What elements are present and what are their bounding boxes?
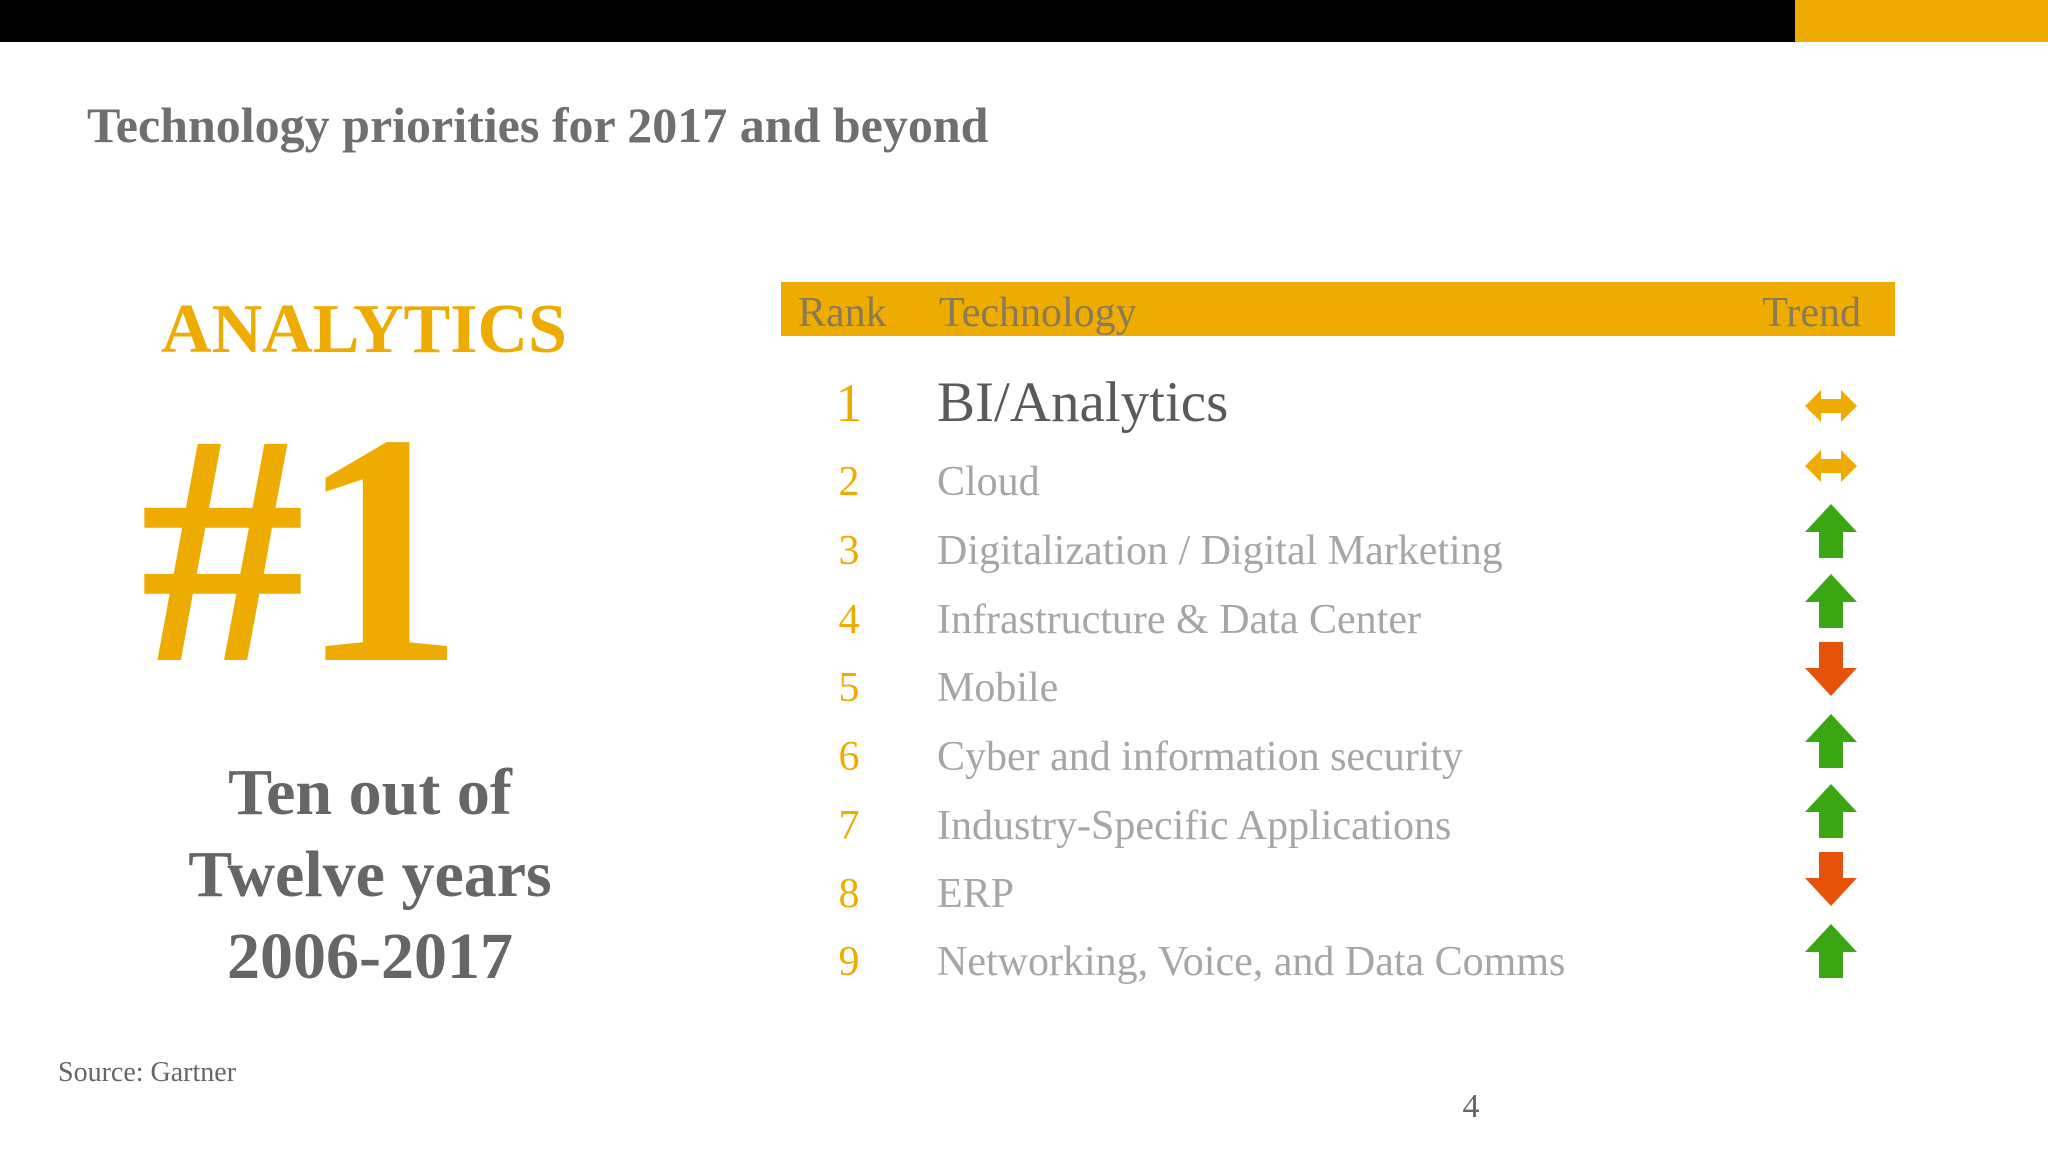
- header-technology: Technology: [939, 290, 1137, 336]
- arrow-up-icon: [1801, 780, 1861, 840]
- source-note: Source: Gartner: [58, 1057, 237, 1088]
- table-row: 4 Infrastructure & Data Center: [781, 574, 1895, 656]
- table-row: 9 Networking, Voice, and Data Comms: [781, 924, 1895, 998]
- row-technology: ERP: [937, 871, 1015, 917]
- table-row: 5 Mobile: [781, 642, 1895, 724]
- row-rank: 4: [838, 597, 860, 643]
- arrow-up-icon: [1801, 710, 1861, 770]
- row-rank: 8: [838, 871, 860, 917]
- arrow-up-icon: [1801, 920, 1861, 980]
- row-rank: 3: [838, 528, 860, 574]
- arrow-up-icon: [1801, 570, 1861, 630]
- table-row: 2 Cloud: [781, 450, 1895, 518]
- table-row: 6 Cyber and information security: [781, 714, 1895, 793]
- row-technology: Cyber and information security: [937, 734, 1464, 780]
- row-technology: Mobile: [937, 665, 1059, 711]
- row-rank: 9: [838, 939, 860, 985]
- row-rank: 5: [838, 665, 860, 711]
- arrow-down-icon: [1801, 640, 1861, 700]
- header-trend: Trend: [1762, 290, 1861, 336]
- highlight-rank: #1: [140, 367, 464, 732]
- table-row: 7 Industry-Specific Applications: [781, 784, 1895, 862]
- top-bar-accent: [1795, 0, 2048, 42]
- row-technology: Cloud: [937, 459, 1040, 505]
- table-row: 8 ERP: [781, 852, 1895, 930]
- row-technology: Networking, Voice, and Data Comms: [937, 939, 1566, 985]
- table-header: Rank Technology Trend: [781, 282, 1895, 336]
- arrow-up-icon: [1801, 500, 1861, 560]
- tagline-line-1: Ten out of: [228, 756, 512, 829]
- header-rank: Rank: [798, 290, 887, 336]
- table-row: 3 Digitalization / Digital Marketing: [781, 504, 1895, 587]
- highlight-category: ANALYTICS: [161, 291, 567, 368]
- row-rank: 1: [835, 373, 863, 433]
- slide-title: Technology priorities for 2017 and beyon…: [87, 97, 989, 153]
- arrow-left-right-icon: [1801, 436, 1861, 496]
- table-row: 1 BI/Analytics: [781, 371, 1895, 436]
- row-rank: 2: [838, 459, 860, 505]
- row-technology: Infrastructure & Data Center: [937, 597, 1421, 643]
- row-technology: Industry-Specific Applications: [937, 803, 1452, 849]
- row-rank: 6: [838, 734, 860, 780]
- arrow-down-icon: [1801, 850, 1861, 910]
- row-technology: BI/Analytics: [937, 371, 1229, 434]
- page-number: 4: [1462, 1088, 1480, 1125]
- tagline-line-2: Twelve years: [188, 838, 552, 911]
- highlight-tagline: Ten out of Twelve years 2006-2017: [150, 752, 590, 998]
- row-technology: Digitalization / Digital Marketing: [937, 528, 1503, 574]
- tagline-line-3: 2006-2017: [227, 920, 513, 993]
- arrow-left-right-icon: [1801, 376, 1861, 436]
- row-rank: 7: [838, 803, 860, 849]
- top-bar: [0, 0, 2048, 42]
